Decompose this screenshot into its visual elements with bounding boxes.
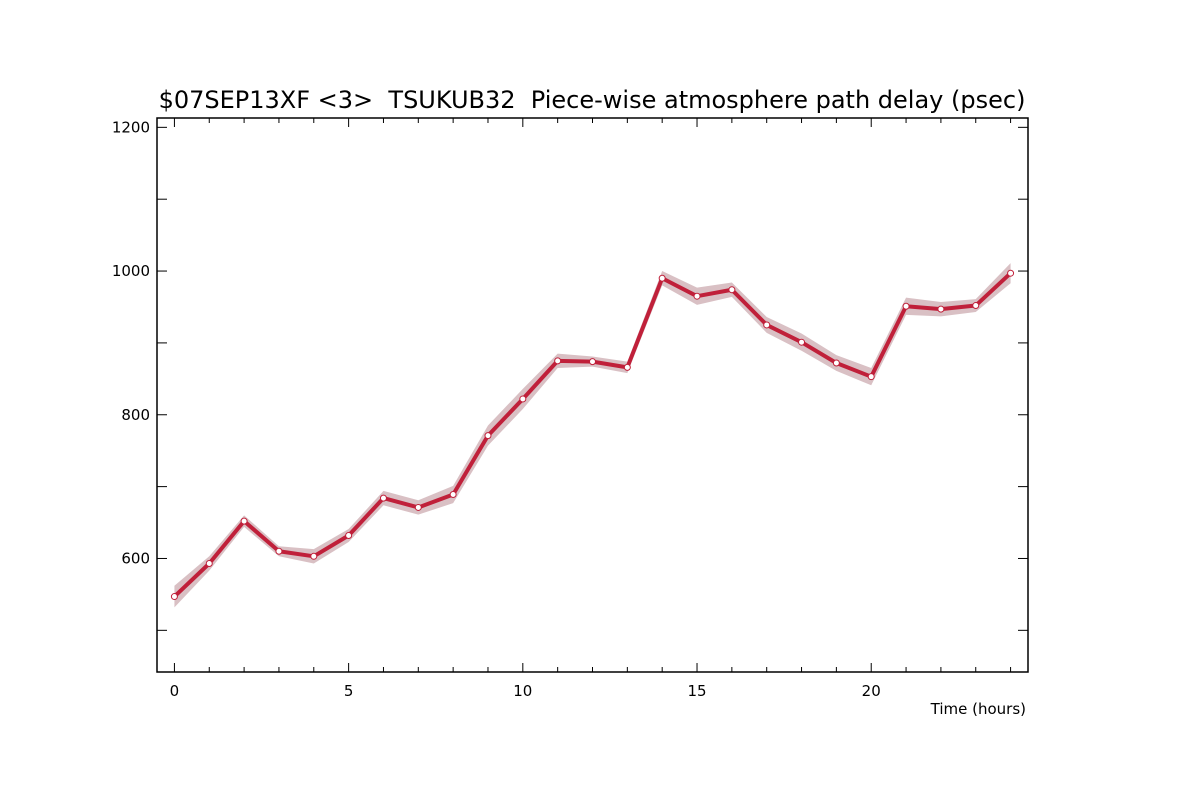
x-tick-label: 0 <box>170 682 180 700</box>
x-tick-label: 15 <box>687 682 706 700</box>
data-point <box>623 363 631 371</box>
y-tick-label: 1000 <box>112 262 150 280</box>
axis-tick-labels: 0 5 10 15 20 600 800 1000 1200 <box>112 118 881 700</box>
data-point <box>693 292 701 300</box>
data-point <box>275 547 283 555</box>
data-point-layer <box>170 269 1015 601</box>
x-tick-label: 10 <box>513 682 532 700</box>
chart-title: $07SEP13XF <3> TSUKUB32 Piece-wise atmos… <box>159 86 1026 114</box>
y-tick-label: 600 <box>121 549 150 567</box>
data-point <box>484 432 492 440</box>
data-point <box>832 359 840 367</box>
data-point <box>763 321 771 329</box>
x-tick-label: 5 <box>344 682 354 700</box>
error-band <box>174 263 1011 608</box>
data-point <box>658 274 666 282</box>
data-point <box>449 491 457 499</box>
data-point <box>205 560 213 567</box>
data-point <box>1007 269 1015 277</box>
data-point <box>170 593 178 601</box>
y-tick-label: 1200 <box>112 118 150 136</box>
x-tick-label: 20 <box>862 682 881 700</box>
data-point <box>240 517 248 525</box>
data-point <box>867 373 875 381</box>
data-point <box>972 302 980 310</box>
data-point <box>554 357 562 365</box>
y-tick-label: 800 <box>121 406 150 424</box>
data-point <box>728 286 736 294</box>
data-point <box>902 302 910 310</box>
data-point <box>345 531 353 539</box>
data-point <box>379 494 387 502</box>
x-axis-label: Time (hours) <box>930 700 1026 718</box>
data-point <box>310 552 318 560</box>
plot-frame <box>156 117 1029 673</box>
data-point <box>589 358 596 366</box>
data-point <box>937 305 945 313</box>
data-point <box>414 503 422 511</box>
axis-ticks <box>157 118 1028 672</box>
error-band-layer <box>174 263 1011 608</box>
data-point <box>798 338 806 346</box>
data-point <box>519 395 527 403</box>
